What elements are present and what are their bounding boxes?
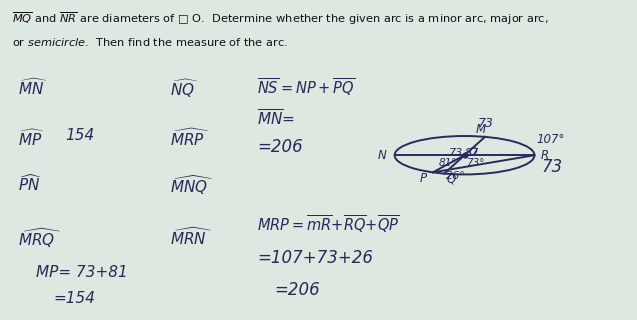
Text: R: R xyxy=(541,149,549,162)
Text: 87: 87 xyxy=(464,148,478,158)
Text: =206: =206 xyxy=(257,138,303,156)
Text: 81°: 81° xyxy=(439,158,457,168)
Text: 26°: 26° xyxy=(446,171,466,180)
Text: $\widehat{PN}$: $\widehat{PN}$ xyxy=(18,173,43,194)
Text: =107+73+26: =107+73+26 xyxy=(257,249,373,267)
Text: $MRP=$$\overline{mR}$$+\overline{RQ}$$+\overline{QP}$: $MRP=$$\overline{mR}$$+\overline{RQ}$$+\… xyxy=(257,214,399,236)
Text: $\overline{NS}$$=NP+$$\overline{PQ}$: $\overline{NS}$$=NP+$$\overline{PQ}$ xyxy=(257,77,355,100)
Text: =154: =154 xyxy=(53,291,95,306)
Text: 107°: 107° xyxy=(537,133,565,146)
Text: $\widehat{MRN}$: $\widehat{MRN}$ xyxy=(169,227,211,248)
Text: 73: 73 xyxy=(478,117,494,130)
Text: 73°: 73° xyxy=(466,158,484,168)
Text: =206: =206 xyxy=(275,281,320,299)
Text: $\widehat{MN}$: $\widehat{MN}$ xyxy=(18,77,48,98)
Text: M: M xyxy=(475,123,485,136)
Text: N: N xyxy=(377,149,386,162)
Text: $\widehat{NQ}$: $\widehat{NQ}$ xyxy=(169,77,198,100)
Text: $\widehat{MP}$: $\widehat{MP}$ xyxy=(18,128,45,149)
Text: $\widehat{MRP}$: $\widehat{MRP}$ xyxy=(169,128,209,149)
Text: MP= 73+81: MP= 73+81 xyxy=(36,265,127,280)
Text: $\overline{MQ}$ and $\overline{NR}$ are diameters of □ O.  Determine whether the: $\overline{MQ}$ and $\overline{NR}$ are … xyxy=(12,10,549,27)
Text: 154: 154 xyxy=(65,128,94,143)
Text: $\widehat{MRQ}$: $\widehat{MRQ}$ xyxy=(18,227,61,251)
Text: 73: 73 xyxy=(541,158,562,176)
Text: or $\it{semicircle}$.  Then find the measure of the arc.: or $\it{semicircle}$. Then find the meas… xyxy=(12,36,288,48)
Text: 73: 73 xyxy=(448,148,463,158)
Text: $\overline{MN}$=: $\overline{MN}$= xyxy=(257,109,295,129)
Text: P: P xyxy=(420,172,427,185)
Text: $\widehat{MNQ}$: $\widehat{MNQ}$ xyxy=(169,173,213,196)
Text: O: O xyxy=(468,147,477,157)
Text: Q: Q xyxy=(447,173,455,186)
